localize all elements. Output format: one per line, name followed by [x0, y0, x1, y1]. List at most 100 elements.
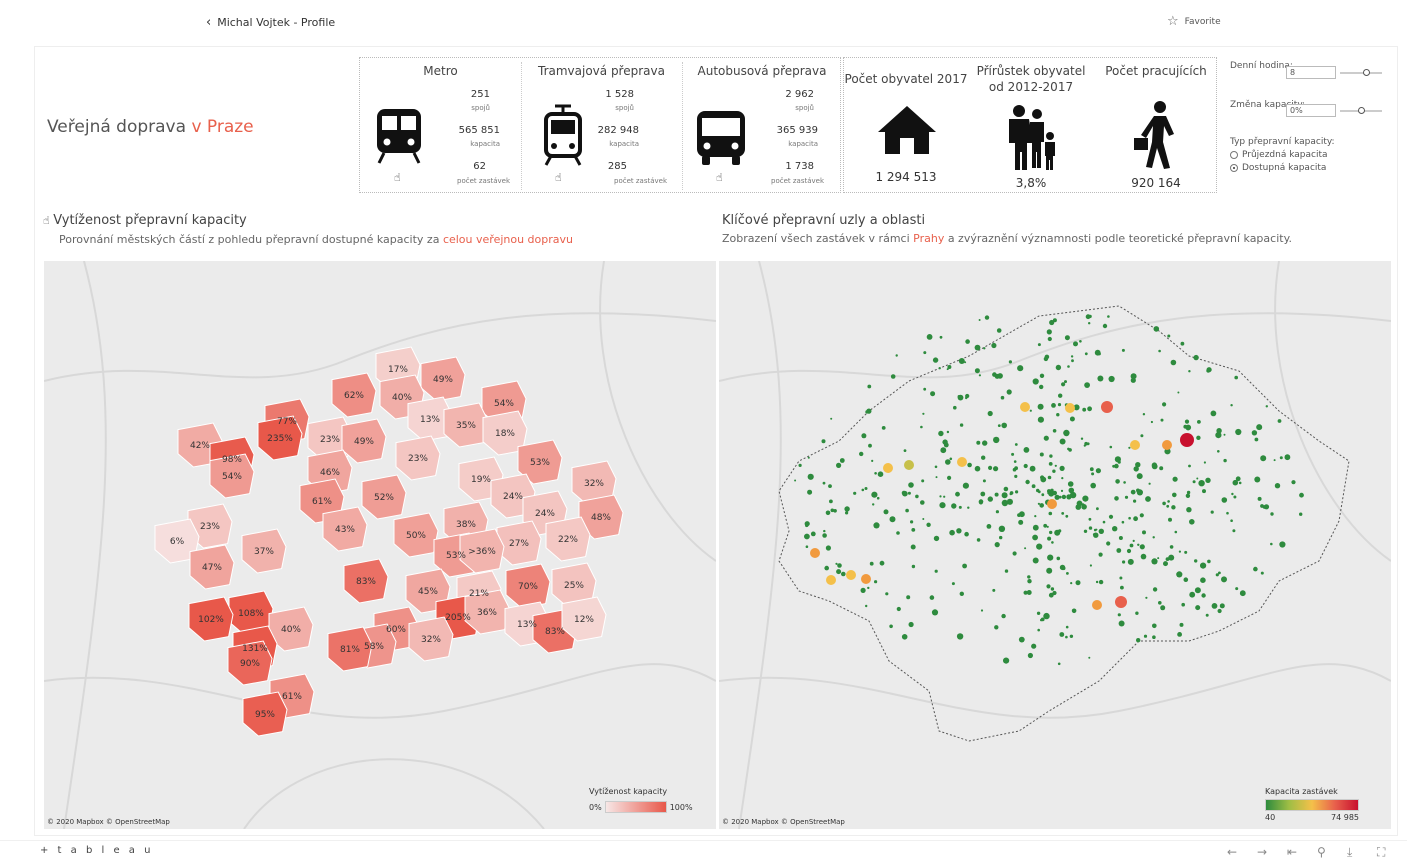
stop-hub[interactable]: [861, 574, 871, 584]
stop-point[interactable]: [1254, 437, 1259, 442]
stop-point[interactable]: [1032, 534, 1038, 541]
stop-point[interactable]: [1123, 481, 1126, 484]
stop-point[interactable]: [1256, 424, 1263, 431]
stop-point[interactable]: [987, 410, 993, 417]
stop-point[interactable]: [1196, 477, 1199, 480]
stop-point[interactable]: [1108, 514, 1114, 519]
stop-point[interactable]: [1151, 462, 1158, 468]
stop-point[interactable]: [1200, 562, 1207, 569]
stop-point[interactable]: [1073, 341, 1078, 347]
stop-point[interactable]: [947, 475, 952, 480]
stop-point[interactable]: [945, 459, 951, 465]
stop-point[interactable]: [1279, 456, 1283, 460]
district-area[interactable]: [209, 453, 255, 499]
stop-hub[interactable]: [1101, 401, 1113, 413]
stop-point[interactable]: [1018, 636, 1025, 643]
stop-point[interactable]: [964, 531, 969, 537]
stop-point[interactable]: [807, 473, 814, 480]
district-load-map[interactable]: 17% 49% 62% 40% 54% 77% 13% 35% 42% 235% 23% 49% 18%…: [44, 261, 716, 829]
stop-point[interactable]: [1198, 480, 1205, 487]
stop-point[interactable]: [1051, 403, 1056, 408]
stop-point[interactable]: [1040, 475, 1045, 480]
stop-point[interactable]: [1087, 406, 1092, 412]
stop-point[interactable]: [988, 465, 993, 470]
stop-point[interactable]: [1183, 577, 1189, 582]
stop-point[interactable]: [1043, 523, 1048, 528]
stop-point[interactable]: [1079, 340, 1082, 343]
stop-point[interactable]: [810, 531, 816, 537]
stop-point[interactable]: [974, 368, 980, 374]
stop-point[interactable]: [1215, 432, 1222, 439]
stop-point[interactable]: [965, 339, 970, 344]
stop-point[interactable]: [1070, 355, 1074, 358]
stop-point[interactable]: [841, 571, 846, 577]
stop-point[interactable]: [1117, 613, 1121, 617]
stop-point[interactable]: [1040, 618, 1043, 622]
stop-point[interactable]: [1221, 576, 1227, 583]
stop-point[interactable]: [874, 472, 877, 475]
stop-point[interactable]: [1205, 477, 1211, 483]
stop-point[interactable]: [1001, 499, 1009, 507]
stop-point[interactable]: [1117, 460, 1121, 464]
stop-point[interactable]: [958, 505, 962, 509]
stop-point[interactable]: [1284, 454, 1291, 461]
stop-point[interactable]: [1133, 516, 1138, 522]
stop-point[interactable]: [983, 347, 986, 350]
stop-point[interactable]: [1009, 492, 1013, 496]
stop-point[interactable]: [908, 482, 914, 488]
stop-point[interactable]: [1084, 352, 1088, 356]
stop-point[interactable]: [1177, 391, 1180, 394]
stop-point[interactable]: [1059, 465, 1065, 471]
stop-point[interactable]: [1091, 472, 1095, 476]
stop-point[interactable]: [1172, 476, 1178, 482]
stop-hub[interactable]: [1180, 433, 1194, 447]
stop-point[interactable]: [1017, 365, 1024, 372]
stop-point[interactable]: [1089, 467, 1094, 472]
undo-icon[interactable]: ←: [1227, 845, 1238, 859]
stop-point[interactable]: [929, 595, 935, 600]
stop-point[interactable]: [1254, 476, 1261, 483]
district-area[interactable]: [241, 528, 287, 574]
stop-point[interactable]: [962, 563, 967, 569]
stop-point[interactable]: [825, 545, 831, 551]
stop-point[interactable]: [911, 528, 916, 532]
stop-point[interactable]: [1006, 389, 1012, 395]
stop-hub[interactable]: [957, 457, 967, 467]
stop-point[interactable]: [1221, 497, 1228, 503]
stop-point[interactable]: [1093, 528, 1097, 532]
stop-point[interactable]: [1279, 541, 1286, 548]
stop-point[interactable]: [998, 525, 1006, 532]
stop-point[interactable]: [962, 482, 969, 489]
stop-point[interactable]: [1130, 489, 1136, 495]
stop-point[interactable]: [1218, 571, 1221, 575]
stop-point[interactable]: [1260, 455, 1267, 462]
stop-point[interactable]: [931, 609, 939, 616]
stop-point[interactable]: [1048, 511, 1053, 516]
stop-point[interactable]: [910, 544, 916, 550]
stop-point[interactable]: [873, 522, 880, 529]
stop-point[interactable]: [923, 351, 927, 355]
hour-slider-knob[interactable]: [1363, 69, 1370, 76]
stop-point[interactable]: [1069, 634, 1074, 638]
stop-point[interactable]: [804, 533, 810, 540]
stop-point[interactable]: [1048, 592, 1054, 598]
stop-point[interactable]: [1048, 462, 1053, 466]
stop-point[interactable]: [1017, 513, 1021, 517]
stop-point[interactable]: [930, 391, 936, 397]
stop-point[interactable]: [1065, 635, 1068, 639]
stop-point[interactable]: [1052, 469, 1056, 473]
stop-point[interactable]: [1168, 517, 1172, 522]
stop-point[interactable]: [1037, 416, 1044, 423]
stop-point[interactable]: [1162, 501, 1166, 506]
stop-point[interactable]: [1046, 584, 1051, 589]
stop-point[interactable]: [1299, 492, 1304, 498]
revert-icon[interactable]: ⇤: [1287, 845, 1298, 859]
stop-point[interactable]: [836, 462, 842, 468]
stop-point[interactable]: [1011, 452, 1015, 456]
stop-point[interactable]: [1118, 536, 1123, 540]
stop-point[interactable]: [1012, 551, 1017, 556]
stop-point[interactable]: [947, 365, 952, 369]
stop-point[interactable]: [1032, 557, 1039, 564]
stop-point[interactable]: [1188, 464, 1191, 468]
stop-point[interactable]: [1089, 564, 1092, 567]
